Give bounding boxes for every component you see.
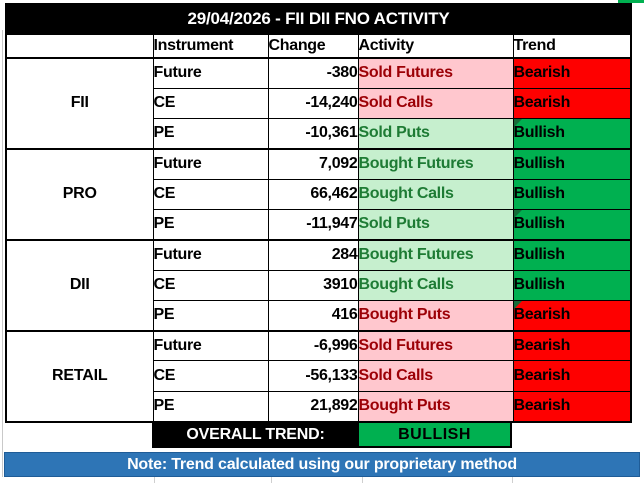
table-row: FII Future -380 Sold Futures Bearish	[5, 56, 632, 150]
trend-cell: Bearish	[512, 360, 632, 392]
activity-cell: Sold Puts	[357, 208, 514, 241]
gridline	[271, 477, 272, 483]
overall-trend-label: OVERALL TREND:	[154, 423, 357, 446]
trend-cell: Bearish	[512, 299, 632, 332]
table-row: PE 416 Bought Puts Bearish	[6, 299, 632, 332]
table-row: DII Future 284 Bought Futures Bullish	[5, 238, 632, 332]
change-cell: -6,996	[267, 329, 359, 362]
change-cell: -380	[267, 56, 359, 89]
trend-cell: Bearish	[512, 87, 632, 120]
instrument-cell: Future	[152, 56, 269, 89]
change-cell: 416	[267, 299, 359, 332]
overall-trend-row: OVERALL TREND: BULLISH	[152, 421, 512, 448]
header-change: Change	[267, 33, 359, 59]
activity-cell: Bought Calls	[357, 269, 514, 301]
activity-cell: Bought Futures	[357, 147, 514, 180]
change-cell: 3910	[267, 269, 359, 301]
table-row: PE -10,361 Sold Puts Bullish	[6, 118, 632, 150]
instrument-cell: PE	[152, 390, 269, 423]
header-row: Instrument Change Activity Trend	[5, 33, 632, 59]
gridline	[154, 477, 155, 483]
activity-cell: Sold Puts	[357, 118, 514, 150]
table-row: RETAIL Future -6,996 Sold Futures Bearis…	[5, 329, 632, 423]
left-margin-gridline	[2, 30, 3, 477]
trend-cell: Bullish	[512, 269, 632, 301]
instrument-cell: PE	[152, 118, 269, 150]
note-banner: Note: Trend calculated using our proprie…	[4, 452, 640, 477]
table-row: PE -11,947 Sold Puts Bullish	[6, 208, 632, 241]
change-cell: 21,892	[267, 390, 359, 423]
group-cell-retail: RETAIL	[5, 329, 154, 423]
instrument-cell: CE	[152, 87, 269, 120]
trend-cell: Bullish	[512, 178, 632, 210]
title-row: 29/04/2026 - FII DII FNO ACTIVITY	[5, 3, 632, 35]
trend-cell: Bullish	[512, 147, 632, 180]
change-cell: -14,240	[267, 87, 359, 120]
trend-cell: Bearish	[512, 329, 632, 362]
header-instrument: Instrument	[152, 33, 269, 59]
table-row: PE 21,892 Bought Puts Bearish	[6, 390, 632, 423]
activity-cell: Bought Puts	[357, 390, 514, 423]
top-right-green-sliver	[618, 0, 644, 3]
instrument-cell: Future	[152, 329, 269, 362]
overall-trend-value: BULLISH	[357, 423, 510, 446]
page-title: 29/04/2026 - FII DII FNO ACTIVITY	[5, 3, 632, 35]
change-cell: 7,092	[267, 147, 359, 180]
trend-cell: Bearish	[512, 390, 632, 423]
instrument-cell: CE	[152, 178, 269, 210]
activity-cell: Sold Futures	[357, 56, 514, 89]
header-activity: Activity	[357, 33, 514, 59]
group-cell-pro: PRO	[5, 147, 154, 241]
instrument-cell: PE	[152, 208, 269, 241]
change-cell: -10,361	[267, 118, 359, 150]
activity-cell: Bought Puts	[357, 299, 514, 332]
change-cell: -11,947	[267, 208, 359, 241]
gridline	[512, 477, 513, 483]
activity-cell: Bought Futures	[357, 238, 514, 271]
table-row: PRO Future 7,092 Bought Futures Bullish	[5, 147, 632, 241]
header-trend: Trend	[512, 33, 632, 59]
activity-cell: Sold Calls	[357, 87, 514, 120]
activity-cell: Bought Calls	[357, 178, 514, 210]
instrument-cell: CE	[152, 269, 269, 301]
gridline	[362, 477, 363, 483]
change-cell: -56,133	[267, 360, 359, 392]
instrument-cell: Future	[152, 238, 269, 271]
instrument-cell: PE	[152, 299, 269, 332]
trend-cell: Bullish	[512, 208, 632, 241]
table-row: CE 66,462 Bought Calls Bullish	[6, 178, 632, 210]
table-row: CE -14,240 Sold Calls Bearish	[6, 87, 632, 120]
change-cell: 284	[267, 238, 359, 271]
trend-cell: Bullish	[512, 118, 632, 150]
instrument-cell: CE	[152, 360, 269, 392]
fno-activity-table: 29/04/2026 - FII DII FNO ACTIVITY Instru…	[5, 3, 633, 423]
header-group-blank	[5, 33, 154, 59]
trend-cell: Bullish	[512, 238, 632, 271]
table-row: CE 3910 Bought Calls Bullish	[6, 269, 632, 301]
group-cell-fii: FII	[5, 57, 154, 150]
instrument-cell: Future	[152, 147, 269, 180]
table-row: CE -56,133 Sold Calls Bearish	[6, 360, 632, 392]
activity-cell: Sold Calls	[357, 360, 514, 392]
trend-cell: Bearish	[512, 56, 632, 89]
activity-cell: Sold Futures	[357, 329, 514, 362]
group-cell-dii: DII	[5, 238, 154, 332]
change-cell: 66,462	[267, 178, 359, 210]
